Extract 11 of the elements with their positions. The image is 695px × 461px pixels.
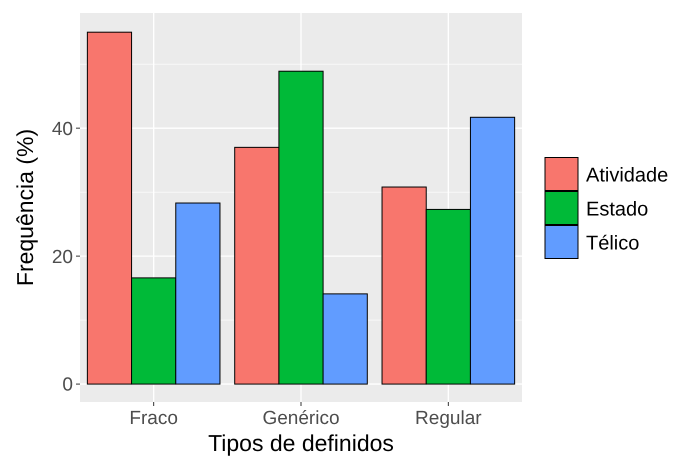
x-tick-label: Genérico	[262, 408, 340, 429]
legend-label: Estado	[586, 198, 648, 220]
y-tick-label: 20	[52, 246, 73, 268]
y-tick-label: 0	[62, 374, 73, 396]
x-axis-title: Tipos de definidos	[208, 430, 394, 456]
legend-label: Télico	[586, 232, 640, 254]
x-tick-label: Regular	[415, 408, 482, 429]
y-axis-title: Frequência (%)	[12, 128, 38, 286]
y-tick-label: 40	[52, 118, 73, 140]
x-tick-label: Fraco	[129, 408, 178, 429]
legend-label: Atividade	[586, 164, 668, 186]
